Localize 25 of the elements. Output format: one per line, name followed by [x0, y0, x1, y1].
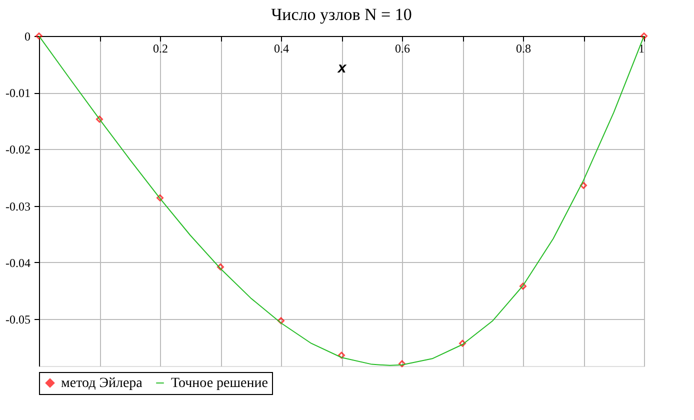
y-tick-label: -0.05: [6, 312, 30, 327]
point: [398, 360, 406, 368]
point: [217, 263, 224, 270]
point: [156, 194, 164, 202]
point: [338, 352, 345, 359]
point: [520, 282, 526, 290]
y-tick-label: -0.02: [6, 142, 30, 157]
x-tick-label: 0.2: [153, 42, 168, 56]
chart-title: Число узлов N = 10: [271, 5, 412, 24]
y-tick-label: 0: [24, 30, 30, 44]
x-tick-label: 1: [638, 42, 644, 56]
point: [459, 340, 466, 347]
point: [640, 32, 648, 40]
y-tick-label: -0.03: [6, 199, 30, 214]
legend-label: метод Эйлера: [61, 376, 144, 391]
point: [278, 317, 284, 324]
x-axis-title: x: [336, 60, 347, 76]
y-tick-label: -0.04: [6, 256, 30, 270]
point: [580, 182, 587, 189]
y-tick-label: -0.01: [6, 86, 30, 100]
x-tick-label: 0.4: [274, 42, 289, 56]
x-tick-label: 0.6: [395, 42, 410, 56]
legend-label: Точное решение: [171, 376, 268, 391]
point: [96, 116, 103, 123]
x-tick-label: 0.8: [516, 42, 531, 56]
